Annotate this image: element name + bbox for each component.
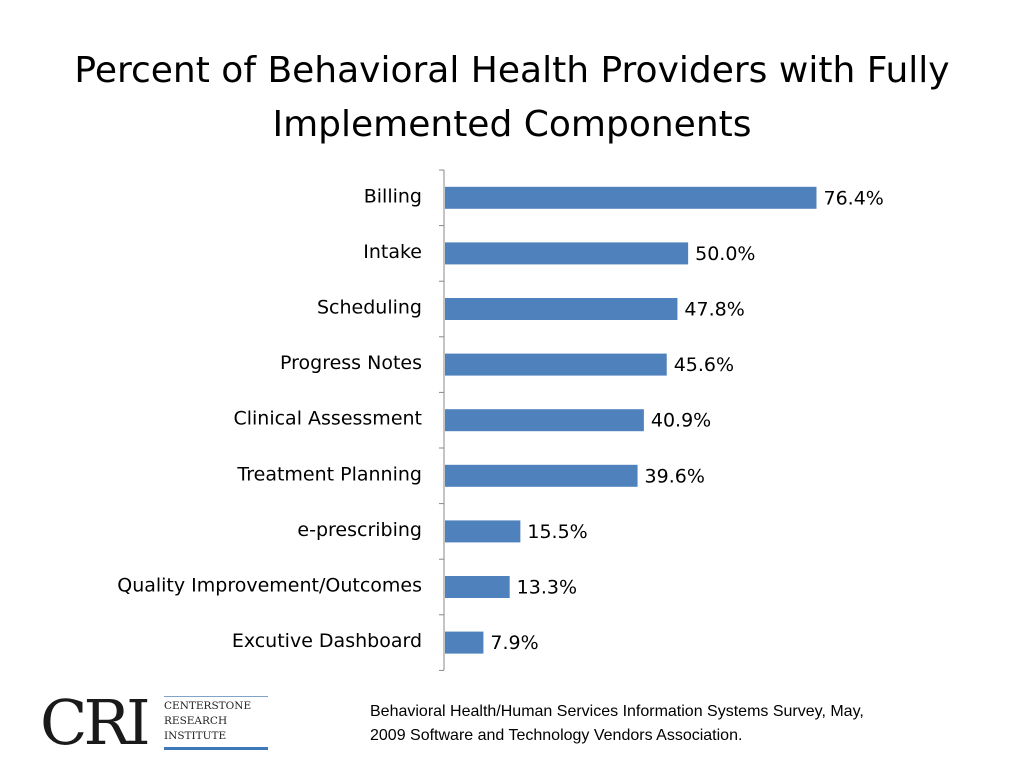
title-line-2: Implemented Components (272, 104, 752, 145)
bar (445, 576, 510, 598)
logo-name-line: INSTITUTE (164, 730, 227, 742)
bar (445, 520, 521, 543)
bar (445, 242, 689, 265)
category-label: Billing (364, 185, 422, 207)
source-line-1: Behavioral Health/Human Services Informa… (370, 703, 864, 720)
category-label: Intake (363, 241, 422, 263)
category-label: Treatment Planning (236, 463, 422, 485)
cri-logo: CRI CENTERSTONE RESEARCH INSTITUTE (40, 690, 280, 760)
source-line-2: 2009 Software and Technology Vendors Ass… (370, 727, 743, 744)
logo-name-line: RESEARCH (164, 715, 228, 727)
bar (445, 186, 817, 209)
data-label: 76.4% (824, 187, 884, 209)
data-label: 45.6% (674, 354, 734, 376)
category-label: e-prescribing (297, 519, 422, 541)
bar (445, 353, 667, 376)
category-label: Scheduling (317, 297, 422, 319)
data-label: 7.9% (490, 632, 538, 654)
logo-institute-name: CENTERSTONE RESEARCH INSTITUTE (164, 696, 268, 750)
logo-letters: CRI (40, 686, 151, 759)
data-label: 13.3% (517, 577, 577, 599)
bar (445, 631, 484, 654)
page-title: Percent of Behavioral Health Providers w… (0, 44, 1024, 152)
data-label: 15.5% (527, 521, 587, 543)
category-label: Clinical Assessment (233, 408, 422, 430)
logo-name-line: CENTERSTONE (164, 700, 252, 712)
bar-chart: Billing 76.4% Intake 50.0% Scheduling 47.8% Pr… (117, 169, 884, 671)
bar (445, 298, 678, 320)
category-label: Quality Improvement/Outcomes (117, 575, 422, 597)
bar (445, 464, 638, 487)
data-label: 50.0% (695, 243, 755, 265)
data-label: 39.6% (645, 465, 705, 487)
bar (445, 409, 644, 432)
title-line-1: Percent of Behavioral Health Providers w… (74, 50, 950, 91)
data-label: 47.8% (684, 299, 744, 321)
data-label: 40.9% (651, 410, 711, 432)
source-note: Behavioral Health/Human Services Informa… (370, 700, 1010, 748)
category-label: Progress Notes (280, 352, 422, 374)
category-label: Excutive Dashboard (232, 630, 422, 652)
